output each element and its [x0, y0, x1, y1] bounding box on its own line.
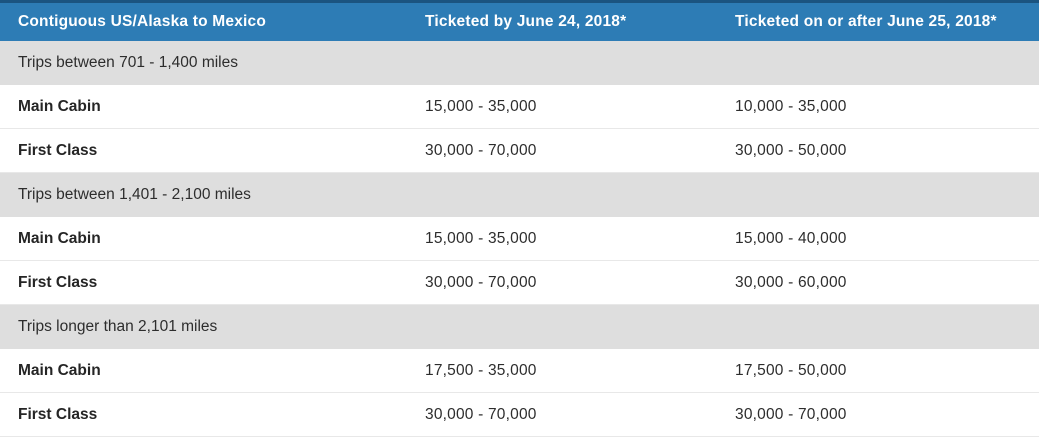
section-row-1401-2100: Trips between 1,401 - 2,100 miles: [0, 173, 1039, 217]
cabin-label: Main Cabin: [18, 361, 101, 379]
miles-ticketed-after: 10,000 - 35,000: [735, 97, 847, 115]
cabin-label: First Class: [18, 405, 98, 423]
cabin-label: Main Cabin: [18, 229, 101, 247]
column-header-ticketed-by: Ticketed by June 24, 2018*: [425, 13, 627, 30]
table-row: First Class 30,000 - 70,000 30,000 - 70,…: [0, 393, 1039, 437]
miles-ticketed-after: 15,000 - 40,000: [735, 229, 847, 247]
table-row: First Class 30,000 - 70,000 30,000 - 50,…: [0, 129, 1039, 173]
table-row: First Class 30,000 - 70,000 30,000 - 60,…: [0, 261, 1039, 305]
miles-ticketed-after: 17,500 - 50,000: [735, 361, 847, 379]
miles-ticketed-by: 15,000 - 35,000: [425, 229, 537, 247]
column-header-route: Contiguous US/Alaska to Mexico: [18, 13, 267, 30]
section-title: Trips between 701 - 1,400 miles: [18, 54, 238, 71]
table-row: Main Cabin 15,000 - 35,000 10,000 - 35,0…: [0, 85, 1039, 129]
cabin-label: First Class: [18, 273, 98, 291]
section-title: Trips longer than 2,101 miles: [18, 318, 218, 335]
column-header-ticketed-after: Ticketed on or after June 25, 2018*: [735, 13, 997, 30]
miles-ticketed-by: 17,500 - 35,000: [425, 361, 537, 379]
cabin-label: Main Cabin: [18, 97, 101, 115]
miles-ticketed-after: 30,000 - 50,000: [735, 141, 847, 159]
miles-ticketed-by: 30,000 - 70,000: [425, 405, 537, 423]
miles-ticketed-by: 15,000 - 35,000: [425, 97, 537, 115]
cabin-label: First Class: [18, 141, 98, 159]
miles-ticketed-by: 30,000 - 70,000: [425, 273, 537, 291]
section-title: Trips between 1,401 - 2,100 miles: [18, 186, 251, 203]
table-row: Main Cabin 15,000 - 35,000 15,000 - 40,0…: [0, 217, 1039, 261]
miles-ticketed-after: 30,000 - 60,000: [735, 273, 847, 291]
table-header-row: Contiguous US/Alaska to Mexico Ticketed …: [0, 0, 1039, 41]
miles-ticketed-after: 30,000 - 70,000: [735, 405, 847, 423]
section-row-2101-plus: Trips longer than 2,101 miles: [0, 305, 1039, 349]
table-row: Main Cabin 17,500 - 35,000 17,500 - 50,0…: [0, 349, 1039, 393]
miles-ticketed-by: 30,000 - 70,000: [425, 141, 537, 159]
section-row-701-1400: Trips between 701 - 1,400 miles: [0, 41, 1039, 85]
